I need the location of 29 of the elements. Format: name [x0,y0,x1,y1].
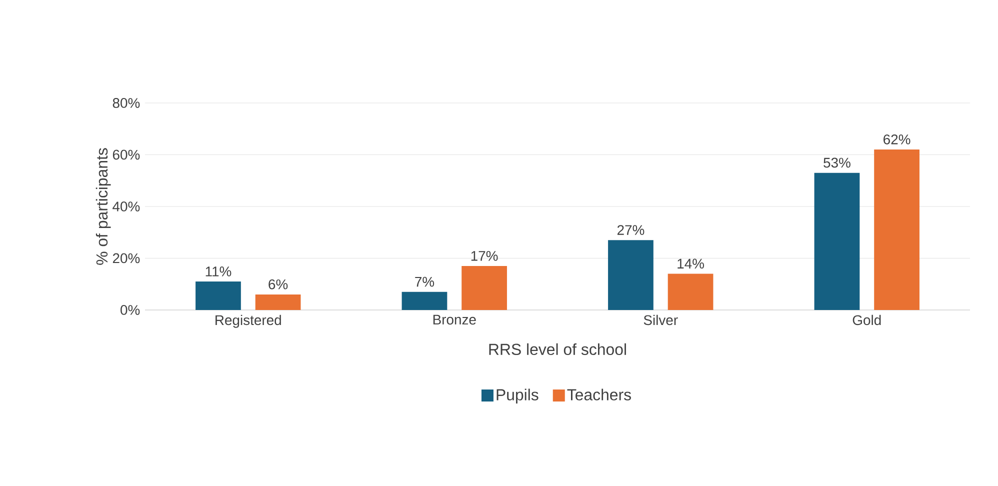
data-label: 62% [884,134,910,144]
bar [196,282,241,310]
y-tick-label: 0% [120,305,140,315]
data-label: 17% [471,251,498,261]
y-axis-title: % of participants [96,148,111,265]
legend-label: Teachers [567,388,631,400]
data-label: 27% [617,225,644,235]
data-label: 11% [206,266,232,276]
bar [462,266,507,310]
y-tick-label: 20% [112,253,140,264]
bar [668,274,714,310]
bar [255,294,301,310]
data-label: 53% [824,158,850,168]
x-tick-label: Bronze [433,314,476,325]
data-label: 6% [268,279,288,290]
y-tick-label: 40% [112,202,140,212]
y-tick-label: 80% [112,98,140,108]
x-tick-label: Gold [852,314,881,326]
data-label: 14% [678,258,704,269]
bar [402,292,448,310]
x-tick-label: Registered [216,314,281,328]
bar [874,150,920,310]
y-tick-label: 60% [112,150,140,160]
x-tick-label: Silver [644,314,678,326]
data-label: 7% [415,276,434,287]
bar [814,172,860,310]
bar [608,240,654,310]
legend-label: Pupils [496,388,538,404]
x-axis-title: RRS level of school [489,343,626,356]
